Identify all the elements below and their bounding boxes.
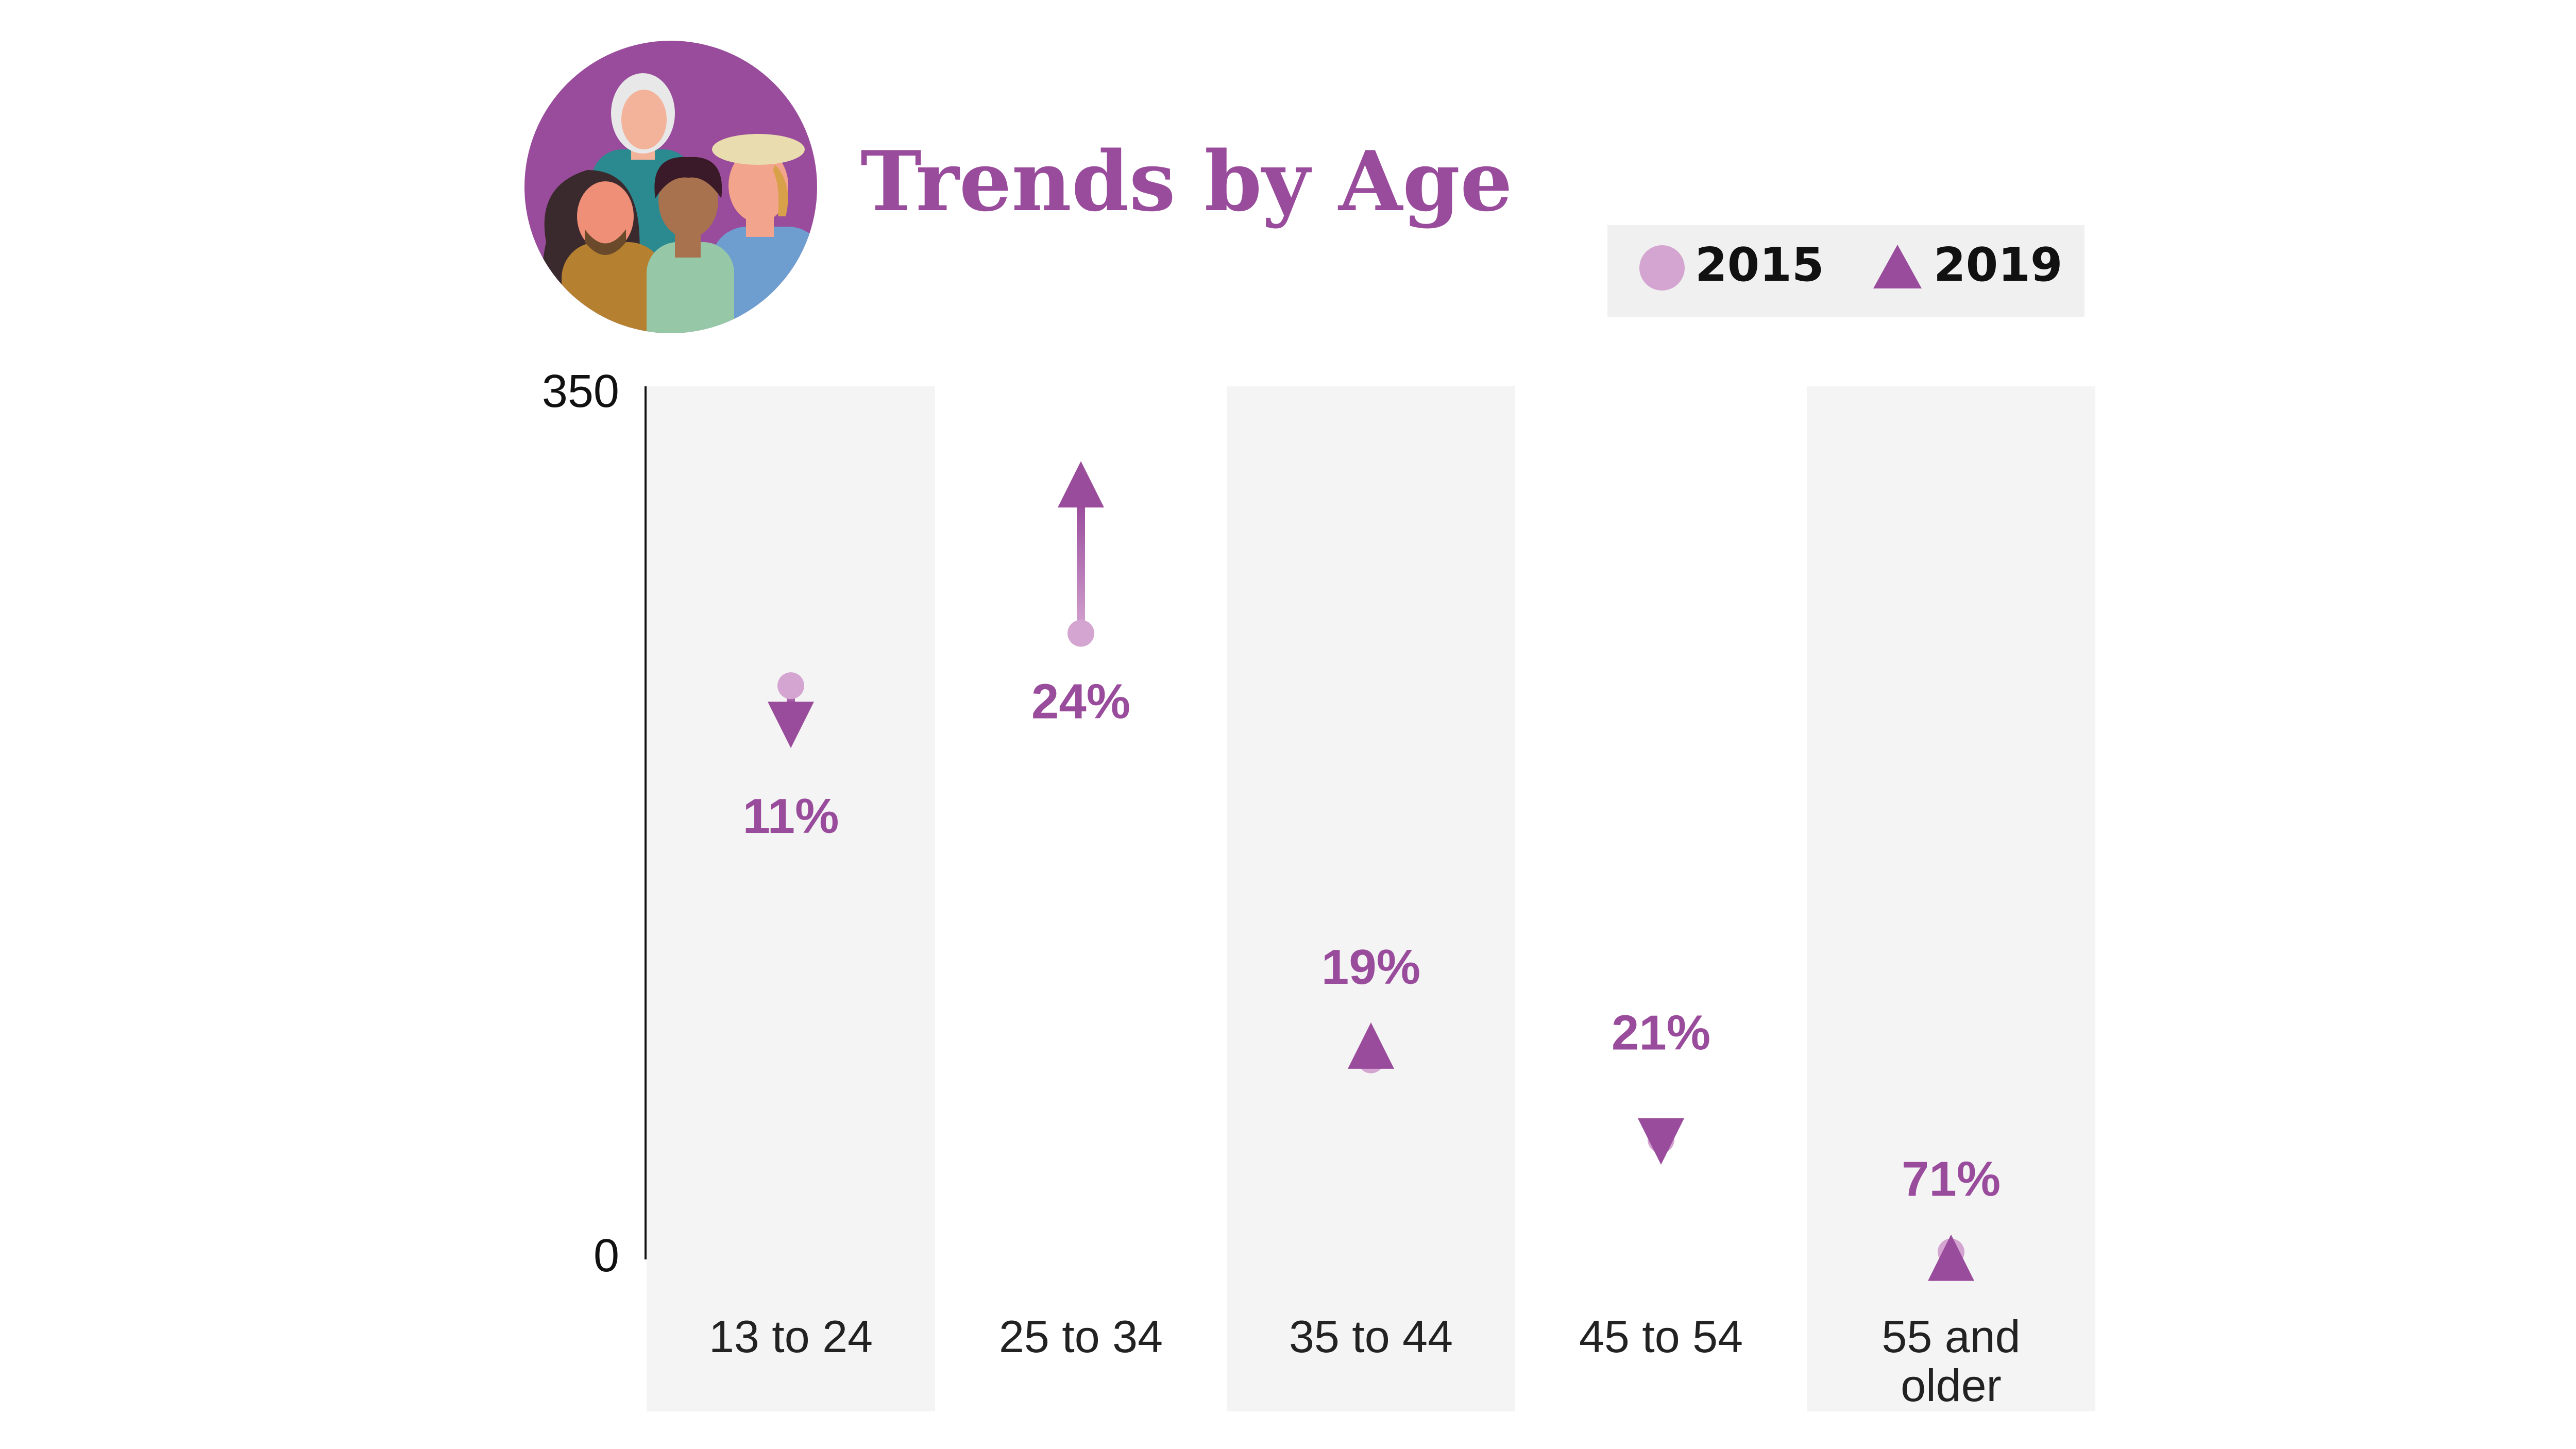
category-band [647, 386, 935, 1411]
legend-label-2015: 2015 [1695, 238, 1824, 292]
percent-change-label: 11% [743, 789, 839, 844]
legend-background [1607, 225, 2084, 317]
y-tick-label-min: 0 [594, 1230, 619, 1282]
category-band [1227, 386, 1515, 1411]
marker-2015 [777, 672, 804, 700]
percent-change-label: 71% [1902, 1152, 2001, 1207]
marker-2019 [768, 702, 814, 748]
x-tick-label: 55 and [1882, 1311, 2020, 1362]
x-tick-label: 13 to 24 [709, 1311, 873, 1362]
legend: 2015 2019 [1607, 225, 2084, 317]
chart-title: Trends by Age [860, 133, 1513, 230]
marker-2015 [1067, 620, 1094, 647]
category-labels: 13 to 24 25 to 34 35 to 44 45 to 54 55 andol… [709, 1311, 2021, 1411]
percent-change-label: 24% [1031, 674, 1130, 729]
marker-2019 [1638, 1118, 1684, 1165]
legend-circle-icon [1639, 245, 1685, 291]
legend-triangle-icon [1873, 245, 1922, 288]
legend-label-2019: 2019 [1934, 238, 2063, 292]
percent-change-label: 19% [1321, 940, 1420, 995]
data-marks: 11% 24% 19% 21% 71% [743, 461, 2001, 1281]
x-tick-label: 35 to 44 [1289, 1311, 1453, 1362]
change-stem [1077, 505, 1085, 634]
marker-2019 [1058, 461, 1104, 508]
x-tick-label: 45 to 54 [1579, 1311, 1743, 1362]
x-tick-label: older [1901, 1360, 2002, 1411]
percent-change-label: 21% [1612, 1005, 1710, 1061]
y-tick-label-max: 350 [542, 366, 619, 417]
x-tick-label: 25 to 34 [999, 1311, 1163, 1362]
marker-2019 [1928, 1234, 1974, 1281]
people-group-icon [524, 41, 817, 333]
category-bands [647, 386, 2095, 1411]
marker-2019 [1348, 1022, 1394, 1069]
